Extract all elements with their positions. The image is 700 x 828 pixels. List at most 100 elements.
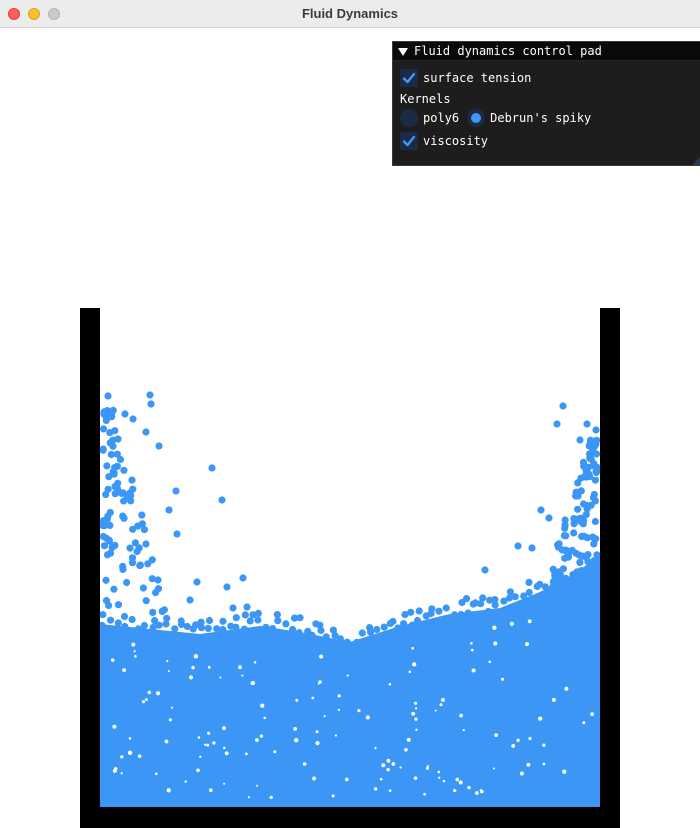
fluid-particle [158, 607, 166, 615]
fluid-particle [203, 743, 207, 746]
radio-circle[interactable] [400, 109, 418, 127]
fluid-particle [254, 616, 262, 624]
fluid-particle [343, 638, 351, 646]
resize-grip-icon[interactable] [692, 156, 700, 165]
fluid-particle [579, 458, 588, 466]
radio-dot [471, 113, 482, 123]
fluid-particle [129, 525, 137, 533]
fluid-particle [408, 670, 412, 674]
fluid-particle [322, 633, 330, 641]
fluid-particle [197, 736, 201, 739]
fluid-particle [591, 517, 600, 526]
fluid-particle [588, 572, 596, 580]
fluid-particle [591, 476, 600, 484]
checkbox-box[interactable] [400, 69, 418, 87]
fluid-particle [481, 566, 489, 574]
fluid-particle [229, 604, 237, 612]
fluid-particle [459, 713, 463, 718]
fluid-particle [494, 733, 498, 737]
fluid-particle [486, 596, 494, 604]
fluid-particle [121, 622, 129, 631]
fluid-particle [170, 706, 173, 709]
radio-circle-selected[interactable] [467, 109, 486, 127]
fluid-particle [579, 552, 587, 560]
fluid-particle [126, 544, 134, 552]
fluid-particle [516, 738, 520, 742]
fluid-particle [323, 715, 326, 718]
fluid-particle [570, 529, 578, 537]
fluid-particle [167, 670, 170, 673]
fluid-particle [511, 743, 516, 748]
fluid-particle [462, 728, 465, 732]
fluid-particle [435, 607, 443, 615]
fluid-particle [120, 612, 129, 621]
fluid-particle [166, 660, 169, 663]
fluid-particle [232, 623, 240, 631]
fluid-particle [334, 734, 338, 737]
fluid-particle [204, 624, 212, 633]
viscosity-label: viscosity [423, 134, 489, 148]
fluid-particle [223, 782, 226, 785]
fluid-particle [282, 620, 290, 628]
kernel-radio-debrun-spiky[interactable]: Debrun's spiky [467, 109, 591, 127]
fluid-particle [294, 738, 299, 743]
checkbox-box[interactable] [400, 132, 418, 150]
fluid-particle [311, 696, 315, 700]
fluid-particle [98, 621, 106, 630]
fluid-particle [205, 616, 214, 625]
fluid-particle [475, 791, 479, 795]
fluid-particle [560, 532, 569, 540]
fluid-particle [528, 736, 532, 741]
window-title: Fluid Dynamics [301, 6, 399, 21]
fluid-particle [357, 709, 361, 713]
fluid-particle [208, 788, 213, 793]
fluid-particle [317, 682, 320, 685]
fluid-particle [131, 642, 136, 647]
minimize-window-button[interactable] [28, 8, 40, 20]
fluid-particle [112, 724, 117, 729]
fluid-body [100, 556, 600, 808]
surface-tension-checkbox[interactable]: surface tension [400, 69, 531, 87]
fluid-particle [411, 646, 415, 650]
fluid-particle [269, 795, 273, 800]
triangle-down-icon[interactable] [398, 47, 408, 56]
fluid-particle [134, 654, 137, 658]
zoom-window-button[interactable] [48, 8, 60, 20]
control-pad-title-bar[interactable]: Fluid dynamics control pad [393, 42, 700, 61]
fluid-particle [250, 681, 254, 685]
fluid-particle [308, 631, 316, 640]
fluid-particle [591, 497, 600, 505]
fluid-particle [260, 703, 265, 708]
fluid-particle [110, 585, 118, 593]
close-window-button[interactable] [8, 8, 20, 20]
fluid-particle [129, 485, 137, 493]
fluid-particle [450, 611, 459, 619]
fluid-particle [149, 623, 157, 632]
fluid-particle [219, 625, 227, 634]
container-floor [80, 807, 620, 828]
fluid-particle [500, 677, 505, 681]
fluid-particle [128, 737, 132, 740]
title-bar[interactable]: Fluid Dynamics [0, 0, 700, 28]
fluid-particle [582, 510, 590, 518]
fluid-particle [549, 578, 558, 586]
fluid-particle [99, 522, 107, 530]
fluid-particle [491, 596, 499, 604]
fluid-particle [241, 674, 244, 677]
fluid-particle [293, 726, 298, 731]
fluid-particle [386, 758, 391, 763]
fluid-particle [120, 466, 128, 474]
viscosity-checkbox[interactable]: viscosity [400, 132, 488, 150]
kernel-radio-poly6[interactable]: poly6 [400, 109, 459, 127]
fluid-particle [302, 762, 307, 766]
fluid-particle [207, 665, 211, 669]
fluid-particle [399, 766, 402, 769]
fluid-particle [471, 668, 476, 673]
fluid-particle [105, 601, 113, 610]
fluid-particle [219, 617, 227, 625]
fluid-particle [414, 717, 418, 721]
fluid-particle [404, 747, 408, 752]
fluid-particle [408, 621, 416, 629]
fluid-particle [337, 708, 341, 712]
fluid-particle [197, 618, 205, 626]
